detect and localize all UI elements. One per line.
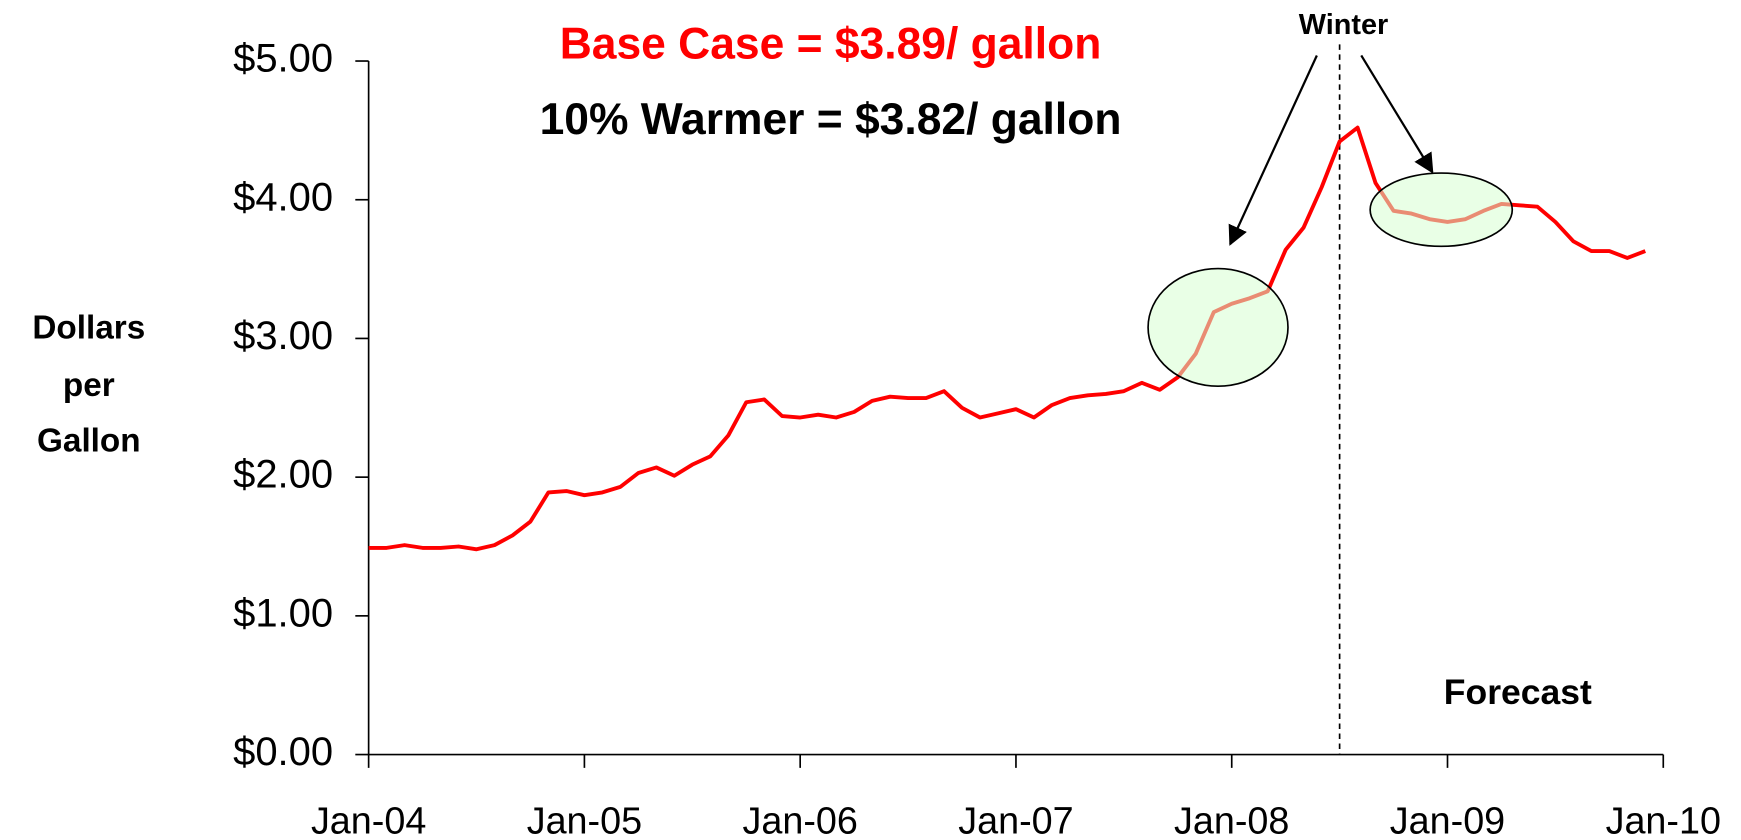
highlight-circle: [1369, 172, 1514, 248]
y-tick-label: $4.00: [233, 175, 333, 219]
highlight-circle: [1147, 267, 1289, 387]
x-tick-label: Jan-07: [958, 799, 1073, 840]
x-tick-label: Jan-05: [527, 799, 642, 840]
forecast-annotation: Forecast: [1444, 672, 1592, 712]
arrow: [1228, 55, 1318, 246]
y-tick-label: $1.00: [233, 591, 333, 635]
x-tick-label: Jan-10: [1606, 799, 1721, 840]
chart-title: Base Case = $3.89/ gallon: [560, 19, 1102, 68]
y-tick-label: $0.00: [233, 730, 333, 774]
y-tick-label: $3.00: [233, 314, 333, 358]
x-tick-label: Jan-06: [742, 799, 857, 840]
x-tick-label: Jan-04: [311, 799, 426, 840]
x-tick-label: Jan-09: [1390, 799, 1505, 840]
arrow: [1360, 54, 1434, 174]
x-tick-label: Jan-08: [1174, 799, 1289, 840]
y-axis-label: Gallon: [37, 423, 141, 460]
y-tick-label: $5.00: [233, 37, 333, 81]
plot-area: $0.00 $1.00 $2.00 $3.00 $4.00 $5.00 Jan-04 Jan-…: [233, 37, 1721, 840]
chart-subtitle: 10% Warmer = $3.82/ gallon: [540, 95, 1122, 144]
y-axis-label: per: [63, 367, 115, 404]
winter-annotation: Winter: [1299, 9, 1389, 41]
y-axis-label: Dollars: [32, 309, 145, 346]
y-tick-label: $2.00: [233, 453, 333, 497]
